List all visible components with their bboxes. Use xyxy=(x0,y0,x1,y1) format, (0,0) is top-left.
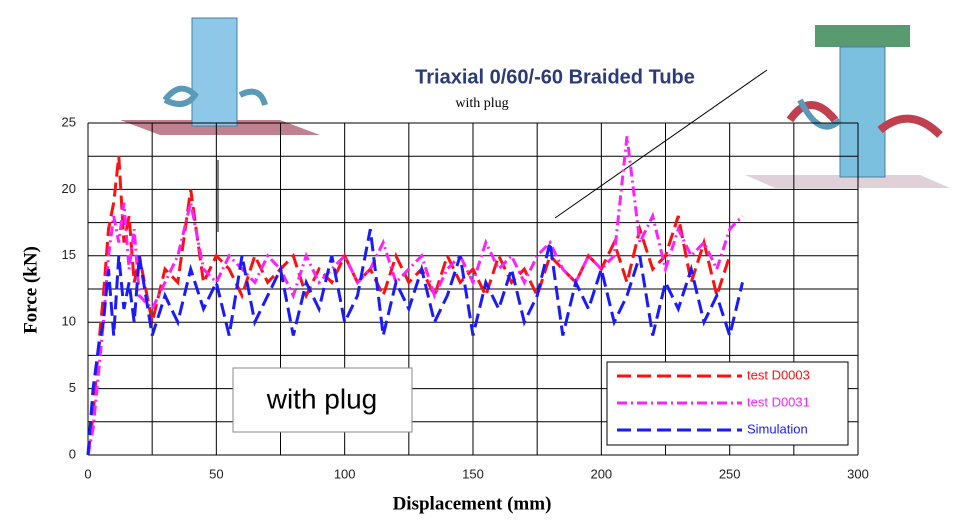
x-tick-label: 200 xyxy=(590,466,612,481)
legend-label: test D0003 xyxy=(747,367,810,382)
annotation: with plug xyxy=(266,383,378,414)
y-tick-label: 15 xyxy=(62,247,76,262)
legend-label: Simulation xyxy=(747,421,808,436)
y-tick-label: 0 xyxy=(69,446,76,461)
y-tick-label: 25 xyxy=(62,114,76,129)
y-tick-label: 5 xyxy=(69,380,76,395)
chart-title: Triaxial 0/60/-60 Braided Tube xyxy=(415,66,695,88)
y-axis-label: Force (kN) xyxy=(20,246,41,334)
render-right xyxy=(745,25,950,188)
x-tick-label: 50 xyxy=(209,466,223,481)
x-tick-label: 250 xyxy=(719,466,741,481)
x-tick-label: 300 xyxy=(847,466,869,481)
legend-label: test D0031 xyxy=(747,394,810,409)
page: Triaxial 0/60/-60 Braided Tube with plug… xyxy=(0,0,973,521)
pointer-arrow xyxy=(555,70,767,218)
chart-subtitle: with plug xyxy=(455,96,508,111)
x-tick-label: 0 xyxy=(84,466,91,481)
y-tick-label: 20 xyxy=(62,181,76,196)
x-tick-label: 150 xyxy=(462,466,484,481)
render-left xyxy=(120,18,320,135)
x-tick-label: 100 xyxy=(334,466,356,481)
y-tick-label: 10 xyxy=(62,314,76,329)
chart: Triaxial 0/60/-60 Braided Tube with plug… xyxy=(0,0,973,521)
x-axis-label: Displacement (mm) xyxy=(393,493,552,514)
